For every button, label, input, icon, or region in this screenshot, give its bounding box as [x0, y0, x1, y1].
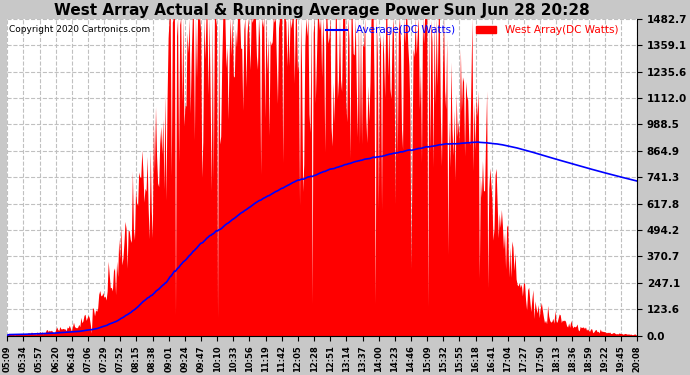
Text: Copyright 2020 Cartronics.com: Copyright 2020 Cartronics.com — [8, 25, 150, 34]
Title: West Array Actual & Running Average Power Sun Jun 28 20:28: West Array Actual & Running Average Powe… — [55, 3, 590, 18]
Legend: Average(DC Watts), West Array(DC Watts): Average(DC Watts), West Array(DC Watts) — [322, 21, 622, 39]
